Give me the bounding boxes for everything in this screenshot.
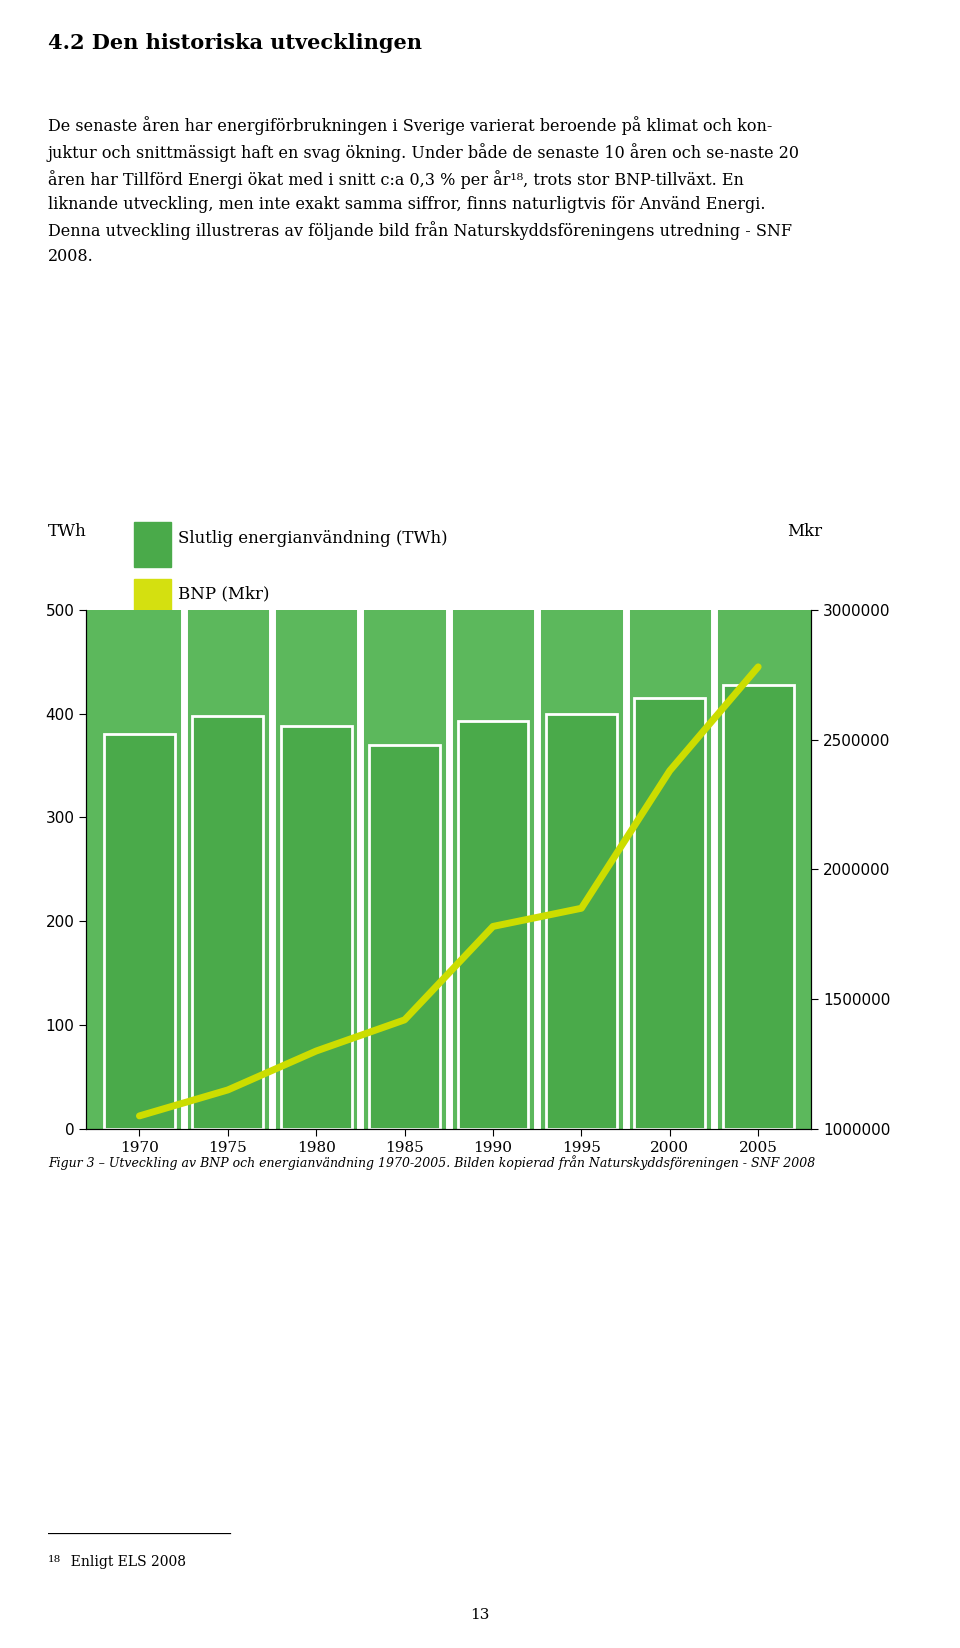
Text: BNP (Mkr): BNP (Mkr) [179,585,270,603]
Text: Mkr: Mkr [787,522,823,541]
Bar [723,684,794,1129]
Bar [281,727,351,1129]
Text: TWh: TWh [48,522,86,541]
Bar [546,714,616,1129]
Bar [134,522,172,567]
Text: 18: 18 [48,1556,61,1564]
Text: Slutlig energianvändning (TWh): Slutlig energianvändning (TWh) [179,531,447,547]
Bar [370,745,440,1129]
Text: Figur 3 – Utveckling av BNP och energianvändning 1970-2005. Bilden kopierad från: Figur 3 – Utveckling av BNP och energian… [48,1155,815,1170]
Text: 13: 13 [470,1608,490,1622]
Text: De senaste åren har energiförbrukningen i Sverige varierat beroende på klimat oc: De senaste åren har energiförbrukningen … [48,115,800,265]
Bar [134,578,172,625]
Bar [458,720,528,1129]
Text: Enligt ELS 2008: Enligt ELS 2008 [62,1556,186,1569]
Bar [635,699,706,1129]
Bar [192,715,263,1129]
Bar [104,735,175,1129]
Text: 4.2 Den historiska utvecklingen: 4.2 Den historiska utvecklingen [48,33,422,53]
